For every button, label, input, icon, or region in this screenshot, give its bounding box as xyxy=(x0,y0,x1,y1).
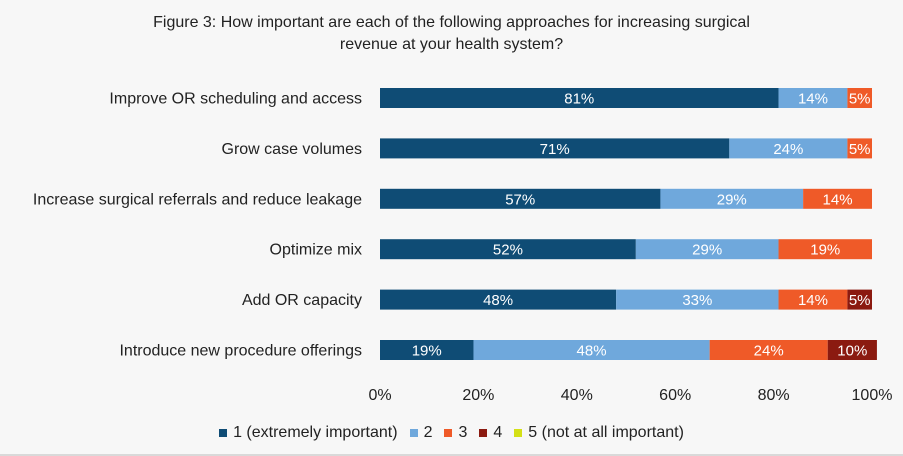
data-label: 48% xyxy=(483,292,513,309)
chart-title: Figure 3: How important are each of the … xyxy=(0,12,903,56)
category-label: Improve OR scheduling and access xyxy=(109,91,362,108)
chart-title-line-2: revenue at your health system? xyxy=(339,36,564,53)
data-label: 10% xyxy=(837,343,867,360)
bar-segment xyxy=(778,289,848,310)
bottom-divider xyxy=(0,454,903,456)
data-label: 57% xyxy=(505,191,535,208)
bar-segment xyxy=(778,88,848,108)
category-label: Grow case volumes xyxy=(222,141,363,158)
legend-swatch xyxy=(409,429,418,437)
bar-segment xyxy=(473,340,710,360)
category-label: Introduce new procedure offerings xyxy=(119,343,362,360)
data-label: 71% xyxy=(540,141,570,158)
data-label: 29% xyxy=(717,191,747,208)
legend-swatch xyxy=(479,429,488,437)
legend-item: 2 xyxy=(409,424,433,442)
bar-segment xyxy=(847,88,872,108)
bar-segment xyxy=(380,188,661,209)
bar-segment xyxy=(729,138,848,159)
x-tick-label: 80% xyxy=(758,387,790,404)
data-label: 52% xyxy=(493,242,523,259)
x-tick-label: 0% xyxy=(368,387,391,404)
legend-item: 1 (extremely important) xyxy=(219,424,398,442)
legend-label: 5 (not at all important) xyxy=(528,424,684,441)
bar-segment xyxy=(380,239,636,260)
legend-label: 4 xyxy=(493,424,503,441)
bar-segment xyxy=(380,289,617,310)
legend-swatch xyxy=(219,429,228,437)
category-label: Add OR capacity xyxy=(242,292,362,309)
legend-label: 1 (extremely important) xyxy=(233,424,398,441)
bar-segment xyxy=(827,340,877,360)
bar-segment xyxy=(847,289,872,310)
legend-item: 3 xyxy=(444,424,467,442)
data-label: 24% xyxy=(754,343,784,360)
data-label: 14% xyxy=(798,292,828,309)
bar-segment xyxy=(803,188,872,209)
data-label: 81% xyxy=(564,91,594,108)
bar-segment xyxy=(635,239,779,260)
legend-label: 2 xyxy=(423,424,433,441)
data-label: 5% xyxy=(849,141,871,158)
legend-swatch xyxy=(514,429,523,437)
data-label: 48% xyxy=(577,343,607,360)
bar-segment xyxy=(380,138,730,159)
x-tick-label: 100% xyxy=(852,387,893,404)
chart-title-line-1: Figure 3: How important are each of the … xyxy=(153,14,750,31)
legend-swatch xyxy=(444,429,453,437)
data-label: 5% xyxy=(849,91,871,108)
category-label: Optimize mix xyxy=(270,242,362,259)
bar-segment xyxy=(778,239,872,260)
bar-segment xyxy=(660,188,804,209)
legend-label: 3 xyxy=(458,424,468,441)
category-label: Increase surgical referrals and reduce l… xyxy=(33,191,362,208)
chart-legend: 1 (extremely important) 2 3 4 5 (not at all … xyxy=(0,424,903,442)
legend-item: 4 xyxy=(479,424,502,442)
data-label: 33% xyxy=(682,292,712,309)
data-label: 19% xyxy=(412,343,442,360)
bar-segment xyxy=(380,88,779,108)
bar-segment xyxy=(709,340,828,360)
data-label: 14% xyxy=(798,91,828,108)
data-label: 29% xyxy=(692,242,722,259)
data-label: 14% xyxy=(823,191,853,208)
bar-segment xyxy=(616,289,779,310)
legend-item: 5 (not at all important) xyxy=(514,424,684,442)
data-label: 5% xyxy=(849,292,871,309)
x-tick-label: 40% xyxy=(561,387,593,404)
bar-segment xyxy=(847,138,872,159)
x-tick-label: 20% xyxy=(462,387,494,404)
data-label: 24% xyxy=(773,141,803,158)
data-label: 19% xyxy=(810,242,840,259)
bar-segment xyxy=(380,340,474,360)
x-tick-label: 60% xyxy=(659,387,691,404)
